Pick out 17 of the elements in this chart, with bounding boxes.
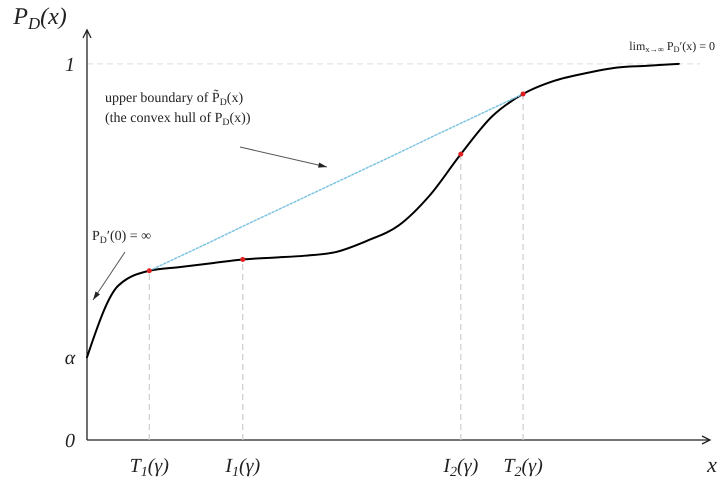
x-tick-label: I$_{2}$(γ) [442, 455, 479, 480]
point [458, 152, 464, 157]
x-axis-title: x [706, 452, 718, 477]
y-tick-label: 0 [65, 430, 75, 452]
y-axis-title: P$_{D}$(x) [12, 4, 67, 34]
point [520, 91, 526, 96]
y-tick-label: α [64, 347, 76, 370]
x-tick-label: T$_{1}$(γ) [130, 455, 170, 480]
annotation: P$_{D}$′(0) = ∞ [92, 229, 152, 246]
point [240, 256, 246, 262]
line-series [86, 62, 680, 358]
annotation: lim$_{x→∞}$ P$_{D}$′(x) = 0 [629, 39, 715, 54]
point [146, 268, 152, 274]
x-tick-label: I$_{1}$(γ) [224, 455, 261, 480]
annotation: upper boundary of P̃$_{D}$(x) (the convex hull of P$_{D}$(x)) [105, 89, 251, 128]
x-tick-label: T$_{2}$(γ) [503, 455, 544, 480]
y-tick-label: 1 [65, 54, 75, 76]
